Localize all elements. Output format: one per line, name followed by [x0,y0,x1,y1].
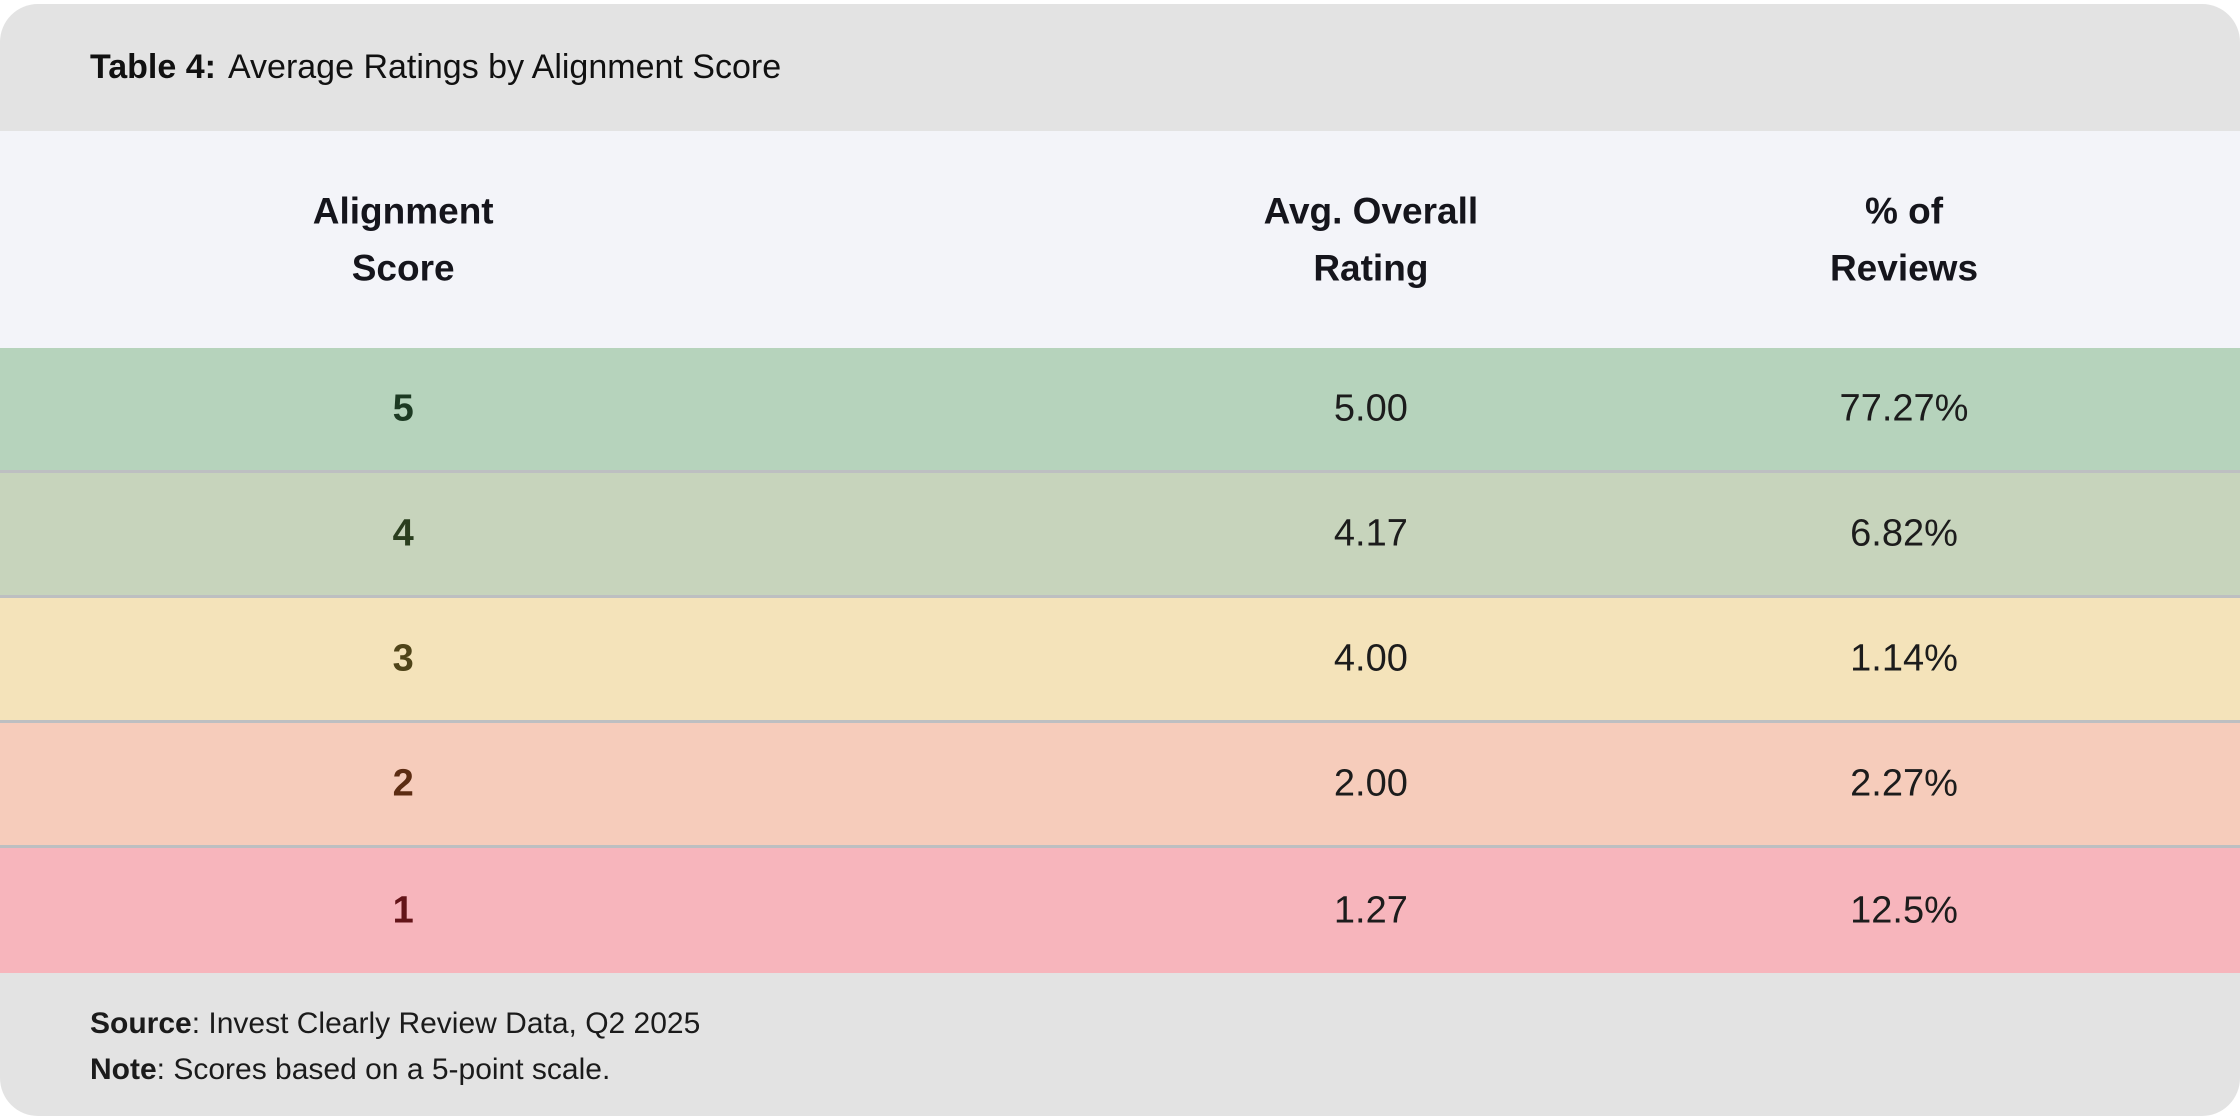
column-header-alignment-score: Alignment Score [313,182,494,297]
source-text: : Invest Clearly Review Data, Q2 2025 [191,1007,701,1040]
table-caption: Table 4: Average Ratings by Alignment Sc… [0,4,2240,131]
table-row-score-5: 5 5.00 77.27% [0,348,2240,473]
table-footnotes: Source: Invest Clearly Review Data, Q2 2… [0,973,2240,1116]
column-header-line: % of [1864,190,1944,232]
alignment-score-value: 3 [392,637,414,680]
table-row-score-2: 2 2.00 2.27% [0,723,2240,848]
column-header-line: Alignment [312,190,494,232]
note-label: Note [90,1053,157,1086]
avg-rating-value: 5.00 [1333,387,1408,430]
column-header-line: Avg. Overall [1263,190,1479,232]
source-line: Source: Invest Clearly Review Data, Q2 2… [90,1001,2240,1047]
table-header-row: Alignment Score Avg. Overall Rating % of… [0,131,2240,348]
alignment-score-value: 2 [392,762,414,805]
avg-rating-value: 4.00 [1333,637,1408,680]
column-header-line: Rating [1313,247,1429,289]
column-header-line: Score [351,247,455,289]
avg-rating-value: 2.00 [1333,762,1408,805]
column-header-percent-of-reviews: % of Reviews [1830,182,1978,297]
ratings-table-card: Table 4: Average Ratings by Alignment Sc… [0,4,2240,1116]
table-row-score-3: 3 4.00 1.14% [0,598,2240,723]
percent-reviews-value: 77.27% [1839,387,1969,430]
alignment-score-value: 5 [392,387,414,430]
alignment-score-value: 1 [392,889,414,931]
table-row-score-4: 4 4.17 6.82% [0,473,2240,598]
column-header-avg-overall-rating: Avg. Overall Rating [1264,182,1479,297]
caption-text: Average Ratings by Alignment Score [227,48,782,86]
caption-label: Table 4: [90,48,216,86]
column-header-line: Reviews [1829,247,1979,289]
percent-reviews-value: 2.27% [1850,762,1958,805]
table-row-score-1: 1 1.27 12.5% [0,848,2240,973]
percent-reviews-value: 6.82% [1850,512,1958,555]
alignment-score-value: 4 [392,512,414,555]
percent-reviews-value: 12.5% [1850,889,1958,931]
note-line: Note: Scores based on a 5-point scale. [90,1047,2240,1093]
avg-rating-value: 1.27 [1333,889,1408,931]
avg-rating-value: 4.17 [1333,512,1408,555]
percent-reviews-value: 1.14% [1850,637,1958,680]
note-text: : Scores based on a 5-point scale. [156,1053,611,1086]
source-label: Source [90,1007,192,1040]
